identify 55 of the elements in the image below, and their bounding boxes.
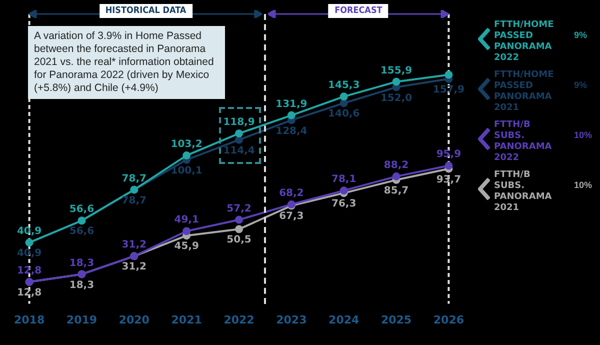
x-tick-label: 2018 xyxy=(14,313,45,326)
x-tick-label: 2026 xyxy=(433,313,464,326)
x-tick-label: 2020 xyxy=(118,313,150,326)
x-tick-label: 2023 xyxy=(276,313,307,326)
x-tick-label: 2019 xyxy=(66,313,98,326)
data-label: 12,8 xyxy=(16,287,42,298)
data-label: 78,7 xyxy=(122,195,147,206)
data-label: 131,9 xyxy=(276,98,308,110)
data-label: 114,4 xyxy=(223,145,255,156)
data-label: 40,9 xyxy=(16,226,42,238)
data-label: 140,6 xyxy=(328,108,360,120)
text: FORECAST xyxy=(328,4,388,18)
text: HISTORICAL DATA xyxy=(99,4,192,18)
legend-label: FTTH/HOME PASSED PANORAMA 2021 xyxy=(494,70,555,114)
data-label: 118,9 xyxy=(223,117,255,128)
legend-label: FTTH/HOME PASSED PANORAMA 2022 xyxy=(494,20,555,64)
x-tick-label: 2022 xyxy=(224,313,254,326)
data-label: 78,1 xyxy=(332,174,356,186)
text: 9% xyxy=(574,80,588,90)
data-label: 85,7 xyxy=(384,186,409,197)
x-tick-label: 2024 xyxy=(328,313,360,326)
x-tick-label: 2021 xyxy=(171,313,202,326)
data-label: 56,6 xyxy=(69,204,94,216)
text: 9% xyxy=(574,30,588,40)
data-label: 103,2 xyxy=(170,139,202,150)
data-label: 12,8 xyxy=(16,265,42,276)
data-label: 78,7 xyxy=(122,173,147,184)
data-label: 50,5 xyxy=(226,234,252,246)
data-label: 128,4 xyxy=(276,126,308,137)
data-label: 155,9 xyxy=(380,65,412,76)
data-label: 57,2 xyxy=(226,203,252,214)
data-label: 76,3 xyxy=(332,198,356,210)
data-label: 145,3 xyxy=(328,80,360,92)
data-label: 45,9 xyxy=(174,241,199,252)
annotation: A variation of 3.9% in Home Passed between the forecasted in Panorama 2021 vs. the real* information obtained for Panorama 2022 (driven by Mexico (+5.8%) and Chile (+4.9%) xyxy=(28,26,225,99)
legend-label: FTTH/B SUBS. PANORAMA 2022 xyxy=(494,120,553,164)
data-label: 18,3 xyxy=(69,280,94,291)
data-label: 67,3 xyxy=(279,211,304,222)
data-label: 49,1 xyxy=(174,214,199,226)
data-label: 18,3 xyxy=(69,258,94,269)
data-label: 95,9 xyxy=(436,149,462,160)
text: 10% xyxy=(574,180,592,190)
legend-label: FTTH/B SUBS. PANORAMA 2021 xyxy=(494,170,553,214)
data-label: 31,2 xyxy=(122,262,147,273)
data-label: 68,2 xyxy=(279,188,304,199)
data-label: 157,9 xyxy=(432,84,465,96)
text: 10% xyxy=(574,130,592,140)
data-label: 40,9 xyxy=(16,248,42,260)
data-label: 93,7 xyxy=(436,174,462,186)
x-tick-label: 2025 xyxy=(380,313,412,326)
data-label: 88,2 xyxy=(384,160,409,172)
data-label: 152,0 xyxy=(380,92,412,104)
data-label: 56,6 xyxy=(69,226,94,238)
data-label: 100,1 xyxy=(170,165,202,176)
data-label: 31,2 xyxy=(122,240,147,251)
